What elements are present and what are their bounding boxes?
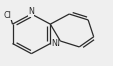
- Text: Cl: Cl: [4, 11, 11, 20]
- Text: N: N: [28, 7, 34, 16]
- Text: N: N: [53, 39, 58, 48]
- Text: N: N: [51, 39, 57, 48]
